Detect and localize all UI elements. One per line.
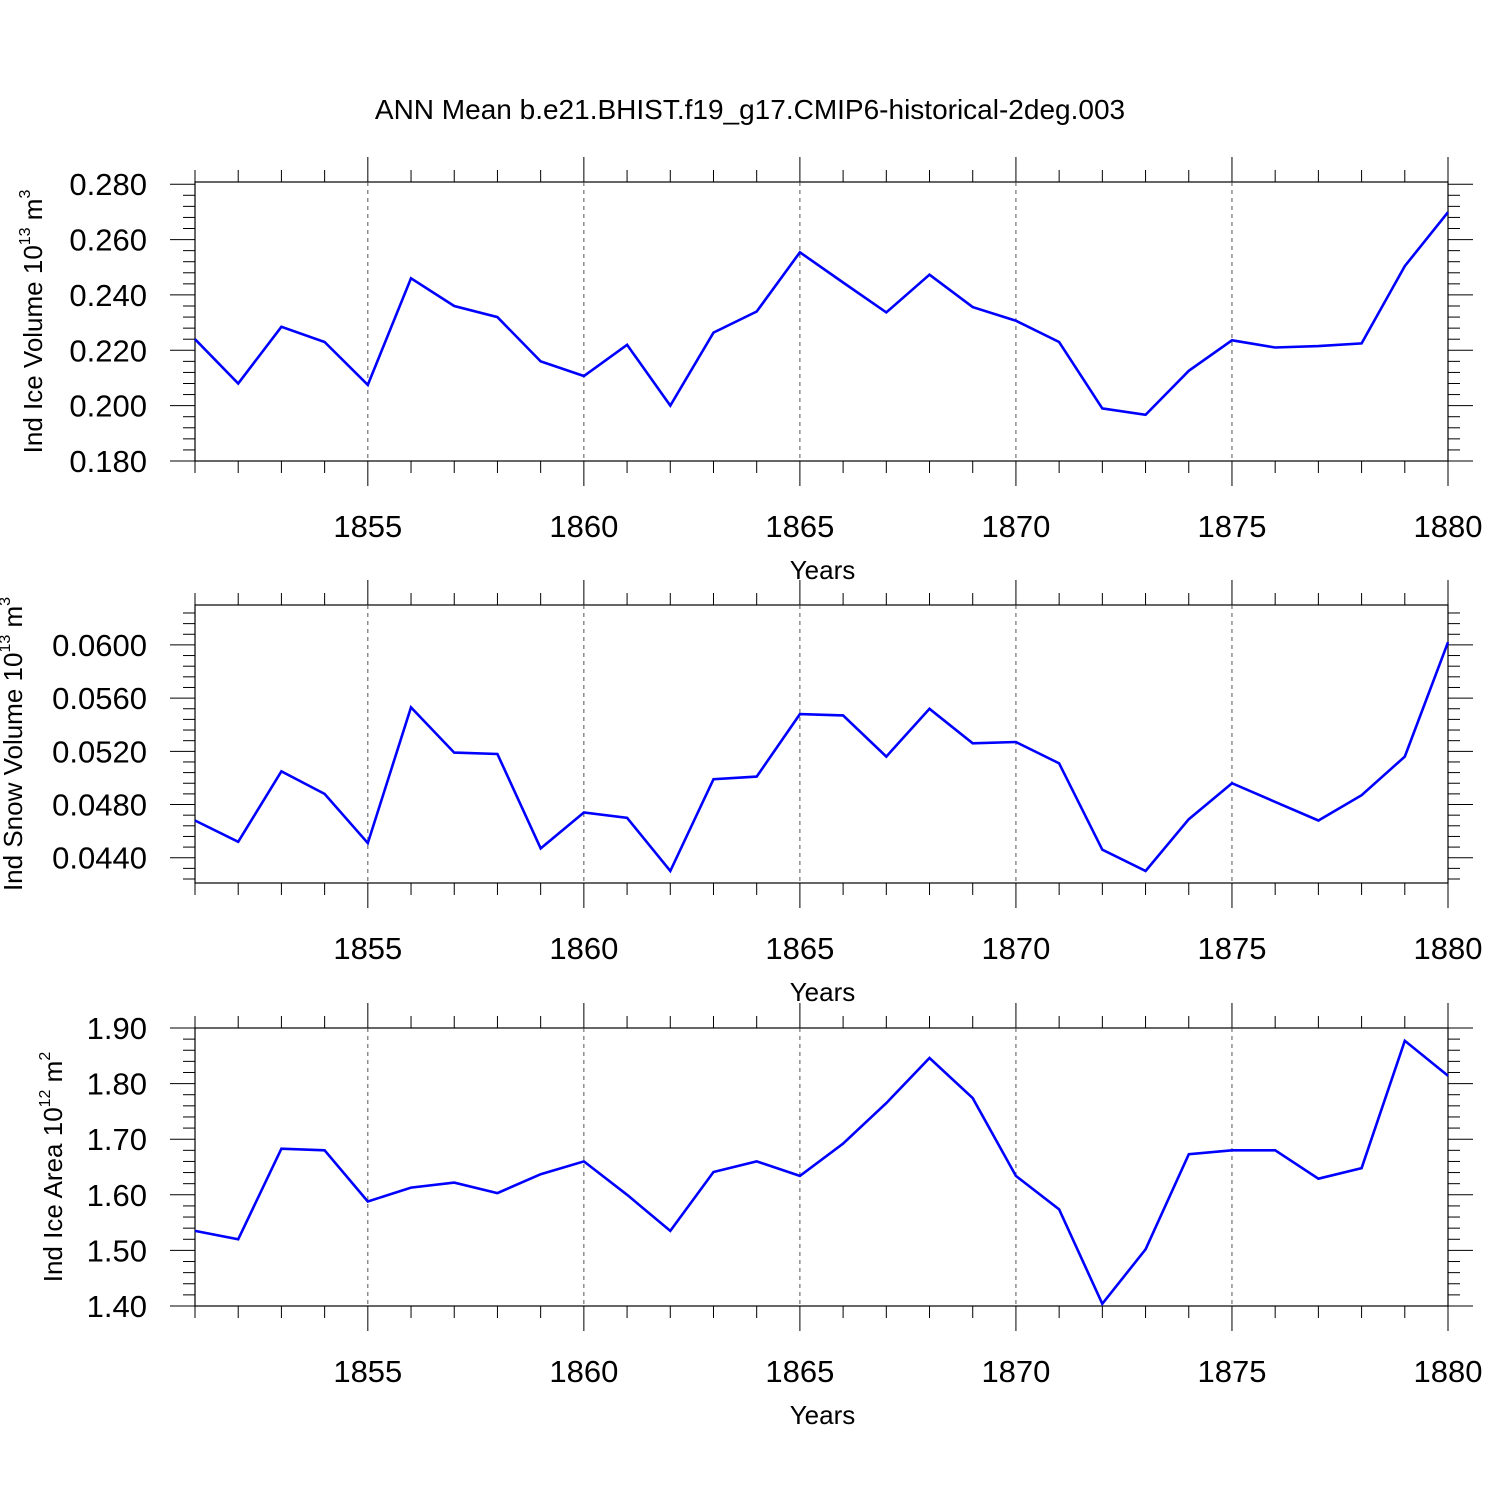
y-axis-title-unit-exponent: 2: [37, 1052, 54, 1061]
plot-frame: [194, 181, 1449, 462]
y-tick-label: 0.0520: [52, 734, 147, 769]
y-axis-title-unit: m: [0, 606, 28, 635]
y-tick-label: 0.240: [69, 278, 147, 313]
panel-2: 1855 1860 1865 1870 1875 1880 Years 0.0440 0.048…: [0, 580, 1482, 1007]
x-tick-label: 1860: [549, 509, 618, 544]
y-axis-title-unit-exponent: 3: [17, 190, 34, 199]
y-tick-label: 1.40: [87, 1289, 147, 1324]
x-tick-label: 1865: [765, 931, 834, 966]
x-axis-title: Years: [790, 1400, 856, 1430]
series-line: [194, 1038, 1449, 1307]
y-axis-title: Ind Ice Area 1012 m2: [37, 1052, 68, 1283]
y-tick-label: 1.70: [87, 1122, 147, 1157]
y-axis-title-exponent: 13: [0, 635, 14, 653]
plot-frame: [194, 604, 1449, 884]
y-axis-title-text: Ind Ice Volume 10: [18, 245, 48, 453]
x-tick-label: 1855: [333, 931, 402, 966]
x-axis-title: Years: [790, 977, 856, 1007]
series-line: [194, 641, 1450, 874]
chart-title: ANN Mean b.e21.BHIST.f19_g17.CMIP6-histo…: [375, 94, 1125, 125]
x-tick-label: 1880: [1414, 1354, 1483, 1389]
y-axis-title-unit: m: [18, 199, 48, 228]
y-tick-label: 1.50: [87, 1233, 147, 1268]
x-tick-label: 1860: [549, 1354, 618, 1389]
x-tick-label: 1855: [333, 1354, 402, 1389]
y-tick-label: 0.0600: [52, 628, 147, 663]
x-tick-label: 1875: [1197, 1354, 1266, 1389]
y-axis-title: Ind Ice Volume 1013 m3: [17, 190, 48, 454]
x-tick-label: 1870: [981, 509, 1050, 544]
y-tick-label: 0.0480: [52, 788, 147, 823]
y-axis-title: Ind Snow Volume 1013 m3: [0, 597, 28, 891]
y-axis-title-unit-exponent: 3: [0, 597, 14, 606]
x-tick-label: 1865: [765, 1354, 834, 1389]
y-axis-title-unit: m: [38, 1061, 68, 1090]
y-tick-label: 0.260: [69, 223, 147, 258]
panel-3: 1855 1860 1865 1870 1875 1880 Years 1.40 1.50 1.6…: [37, 1003, 1482, 1430]
plot-frame: [194, 1027, 1449, 1307]
y-tick-label: 1.90: [87, 1011, 147, 1046]
x-tick-label: 1870: [981, 1354, 1050, 1389]
y-axis-title-exponent: 13: [17, 227, 34, 245]
y-axis-title-text: Ind Snow Volume 10: [0, 653, 28, 892]
x-tick-label: 1880: [1414, 509, 1483, 544]
x-tick-label: 1875: [1197, 931, 1266, 966]
series-line: [194, 211, 1450, 417]
y-tick-label: 0.0440: [52, 841, 147, 876]
x-tick-label: 1860: [549, 931, 618, 966]
x-tick-label: 1875: [1197, 509, 1266, 544]
y-axis-title-exponent: 12: [37, 1089, 54, 1107]
x-tick-label: 1865: [765, 509, 834, 544]
y-tick-label: 0.180: [69, 444, 147, 479]
y-tick-label: 0.220: [69, 333, 147, 368]
x-axis-title: Years: [790, 555, 856, 585]
y-tick-label: 0.0560: [52, 681, 147, 716]
panel-1: 1855 1860 1865 1870 1875 1880 Years 0.180 0.200 0…: [17, 157, 1482, 585]
x-tick-label: 1855: [333, 509, 402, 544]
x-tick-label: 1880: [1414, 931, 1483, 966]
y-tick-label: 0.280: [69, 167, 147, 202]
y-tick-label: 0.200: [69, 389, 147, 424]
y-tick-label: 1.60: [87, 1178, 147, 1213]
y-tick-label: 1.80: [87, 1067, 147, 1102]
y-axis-title-text: Ind Ice Area 10: [38, 1107, 68, 1282]
x-tick-label: 1870: [981, 931, 1050, 966]
